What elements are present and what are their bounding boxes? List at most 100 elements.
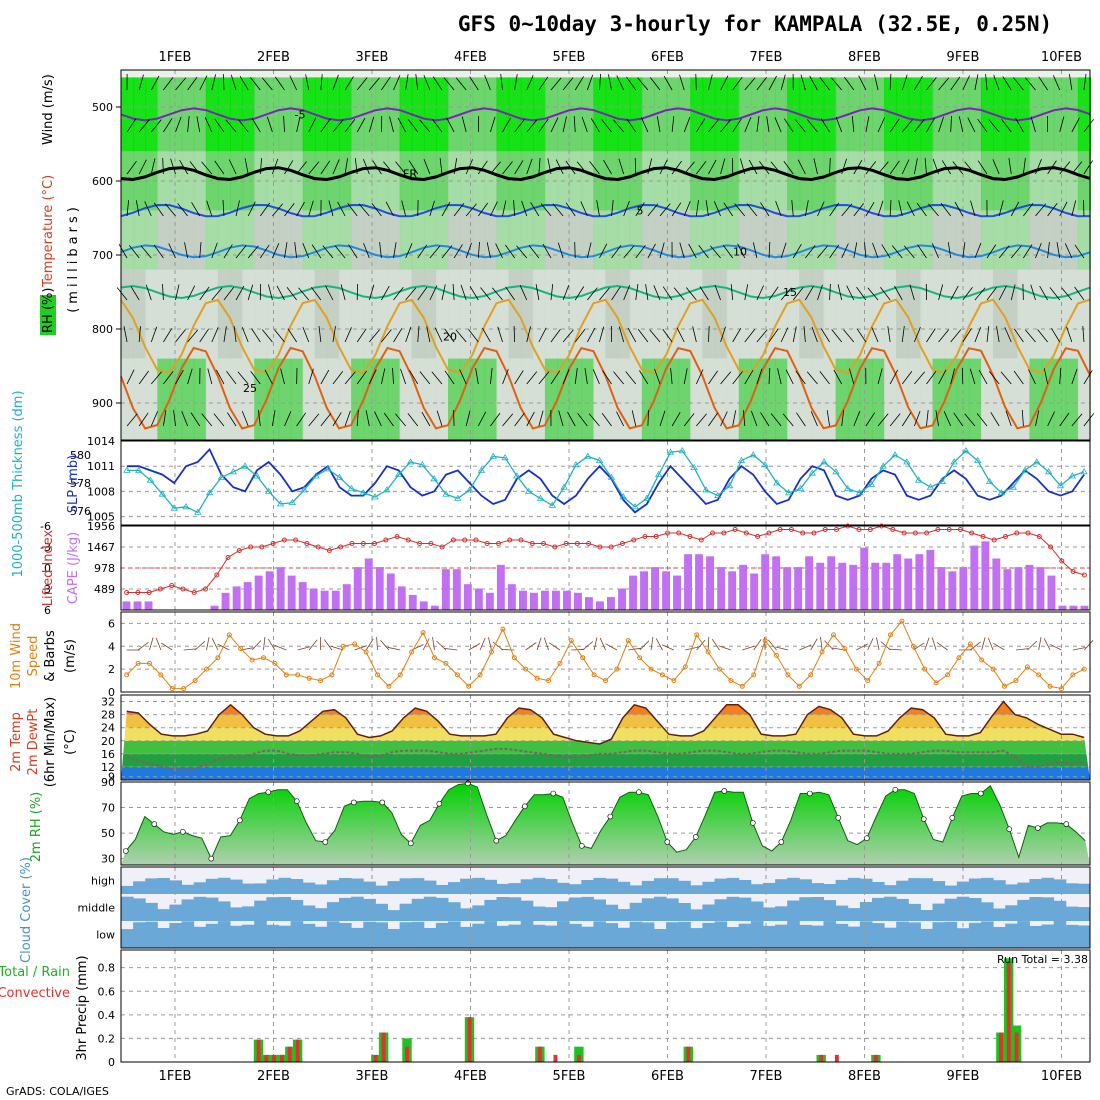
cloud-cell <box>181 884 195 894</box>
wind-barb <box>441 201 451 217</box>
cloud-cell <box>508 924 522 948</box>
wind-barb <box>259 202 271 217</box>
wind-point <box>888 632 893 638</box>
li-point <box>191 590 197 595</box>
cloud-cell <box>1017 882 1030 894</box>
wind-barb <box>135 200 140 217</box>
wind-barb <box>514 74 518 91</box>
wind-barb <box>211 327 219 343</box>
temp-band <box>121 753 1090 767</box>
cloud-cell <box>339 878 352 894</box>
wind-barb <box>446 117 455 133</box>
wind-barb <box>1010 284 1016 301</box>
cloud-cell <box>811 897 824 921</box>
rh-cell <box>363 358 377 440</box>
wind-barb <box>752 242 758 259</box>
wind-point <box>614 666 620 672</box>
li-point <box>394 534 400 539</box>
rh-cell <box>472 269 486 359</box>
rh-cell <box>690 151 704 211</box>
wind-barb <box>164 203 176 217</box>
rh-cell <box>496 269 510 359</box>
precip-frame <box>120 949 1091 1063</box>
wind-barb <box>625 371 637 385</box>
wind-barb <box>500 74 503 91</box>
rh-cell <box>1077 77 1091 152</box>
rh-cell <box>435 210 450 270</box>
wind-barb <box>962 328 972 343</box>
pressure-tick-label: 800 <box>92 323 113 336</box>
wind-barb <box>974 74 979 91</box>
wind-point <box>432 655 437 661</box>
wind-barb <box>1027 640 1038 651</box>
wind-barb <box>889 160 900 175</box>
wind-barb <box>284 203 295 217</box>
wind-barb <box>1059 161 1071 175</box>
cloud-row-label: high <box>91 875 115 888</box>
rh-cell <box>145 77 159 152</box>
cape-bar <box>772 556 781 610</box>
wind-barb <box>708 159 717 175</box>
wind-barb <box>226 370 237 385</box>
wind-barb <box>415 74 419 91</box>
wind-barb <box>1023 202 1034 217</box>
precip-conv-bar <box>295 1039 300 1062</box>
wind-barb <box>616 75 625 91</box>
wind-barb <box>241 326 249 343</box>
cloud-cell <box>532 877 546 894</box>
li-point <box>822 527 828 532</box>
wind-barb <box>800 74 806 91</box>
wind-barb <box>914 371 926 385</box>
wind-barb <box>708 325 710 343</box>
rh-cell <box>339 269 353 359</box>
rh-cell <box>871 77 886 152</box>
thickness-point <box>584 452 592 459</box>
cape-bar <box>1080 605 1089 610</box>
wind-point <box>717 666 722 672</box>
li-point <box>946 527 952 532</box>
wind-barb <box>468 643 481 651</box>
wind-barb <box>574 328 586 343</box>
cape-bar <box>1003 569 1012 610</box>
cloud-cell <box>278 877 292 894</box>
wind-point <box>831 632 836 638</box>
isotherm-line <box>120 244 1091 259</box>
wind-barb <box>605 643 618 651</box>
wind-barb <box>1035 410 1040 427</box>
wind-barb <box>679 242 685 259</box>
cloud-cell <box>896 880 909 894</box>
wind-barb <box>829 244 840 259</box>
wind-barb <box>1030 284 1036 301</box>
rh-cell <box>593 77 607 152</box>
wind-barb <box>175 77 187 91</box>
wind-barb <box>901 159 910 175</box>
wind-barb <box>970 641 981 651</box>
wind-barb <box>444 370 455 385</box>
rh-cell <box>532 269 546 359</box>
rh-cell <box>641 269 655 359</box>
rh-cell <box>980 77 995 152</box>
temp-tick-label: 9 <box>108 771 115 784</box>
cloud-cell <box>714 878 728 894</box>
thickness-point <box>513 472 521 479</box>
cloud-cell <box>617 909 631 921</box>
slp-tick-label: 1005 <box>87 511 115 524</box>
li-point <box>653 534 659 539</box>
cloud-cell <box>520 879 534 894</box>
wind-barb <box>914 75 923 91</box>
credit: GrADS: COLA/IGES <box>6 1085 109 1098</box>
wind-point <box>215 655 221 661</box>
wind-barb <box>744 369 754 385</box>
rh-cell <box>1041 269 1055 359</box>
cloud-cell <box>351 878 364 894</box>
wind-barb <box>894 285 903 301</box>
rh-cell <box>133 269 147 359</box>
li-tick-label: -6 <box>40 520 51 533</box>
wind-barb <box>480 287 491 301</box>
wind-barb <box>671 160 682 175</box>
rh-cell <box>411 210 425 270</box>
wind-barb <box>365 410 370 427</box>
rh-cell <box>375 77 389 152</box>
wind-barb <box>938 329 950 343</box>
wind-barb <box>538 76 549 91</box>
